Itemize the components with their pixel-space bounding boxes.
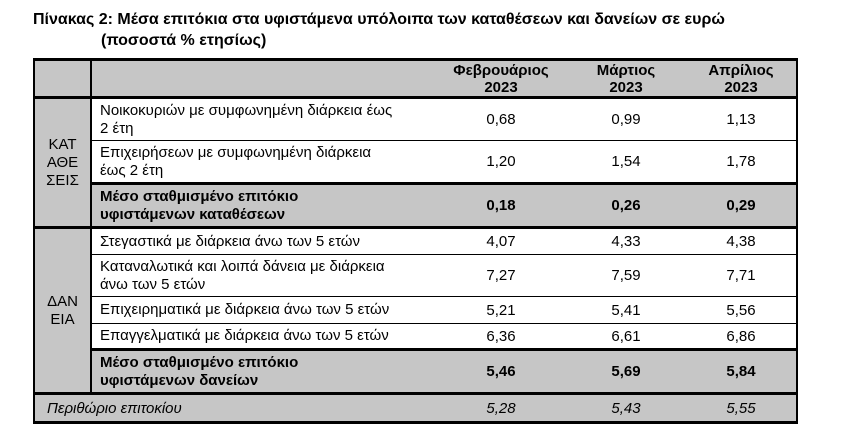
table-row-deposits-weighted-average: Μέσο σταθμισμένο επιτόκιο υφιστάμενων κα… [34, 182, 797, 228]
row-label: Επιχειρηματικά με διάρκεια άνω των 5 ετώ… [91, 296, 436, 324]
value-cell: 0,29 [686, 182, 797, 228]
value-cell: 4,07 [436, 226, 566, 255]
document-page: Πίνακας 2: Μέσα επιτόκια στα υφιστάμενα … [0, 9, 848, 441]
value-cell: 1,13 [686, 97, 797, 141]
value-cell: 5,84 [686, 348, 797, 394]
value-cell: 0,26 [566, 182, 686, 228]
row-label: Καταναλωτικά και λοιπά δάνεια με διάρκει… [91, 254, 436, 297]
header-row: Φεβρουάριος 2023 Μάρτιος 2023 Απρίλιος 2… [34, 59, 797, 99]
value-cell: 7,71 [686, 254, 797, 297]
value-cell: 5,69 [566, 348, 686, 394]
value-cell: 0,18 [436, 182, 566, 228]
value-cell: 0,99 [566, 97, 686, 141]
header-cell-empty-group [34, 59, 92, 99]
value-cell: 6,86 [686, 323, 797, 350]
value-cell: 1,54 [566, 140, 686, 184]
value-cell: 5,28 [436, 392, 566, 423]
row-label: Στεγαστικά με διάρκεια άνω των 5 ετών [91, 226, 436, 255]
row-group-label-deposits: ΚΑΤ ΑΘΕ ΣΕΙΣ [34, 97, 92, 228]
column-header-march-2023: Μάρτιος 2023 [566, 59, 686, 99]
value-cell: 5,56 [686, 296, 797, 324]
column-header-february-2023: Φεβρουάριος 2023 [436, 59, 566, 99]
row-label: Περιθώριο επιτοκίου [34, 392, 436, 423]
table-row-deposits-households: ΚΑΤ ΑΘΕ ΣΕΙΣ Νοικοκυριών με συμφωνημένη … [34, 97, 797, 228]
value-cell: 5,55 [686, 392, 797, 423]
value-cell: 6,36 [436, 323, 566, 350]
table-row-loans-business: Επιχειρηματικά με διάρκεια άνω των 5 ετώ… [34, 296, 797, 324]
value-cell: 1,20 [436, 140, 566, 184]
page: { "title": { "line1": "Πίνακας 2: Μέσα ε… [0, 9, 848, 441]
row-group-label-loans: ΔΑΝ ΕΙΑ [34, 226, 92, 394]
table-title-line2: (ποσοστά % ετησίως) [101, 32, 267, 49]
table-row-loans-consumer: Καταναλωτικά και λοιπά δάνεια με διάρκει… [34, 254, 797, 297]
value-cell: 5,46 [436, 348, 566, 394]
value-cell: 4,38 [686, 226, 797, 255]
table-row-loans-weighted-average: Μέσο σταθμισμένο επιτόκιο υφιστάμενων δα… [34, 348, 797, 394]
table-row-loans-professional: Επαγγελματικά με διάρκεια άνω των 5 ετών… [34, 323, 797, 350]
value-cell: 5,21 [436, 296, 566, 324]
table-title-line1: Πίνακας 2: Μέσα επιτόκια στα υφιστάμενα … [33, 11, 725, 28]
value-cell: 5,41 [566, 296, 686, 324]
header-cell-empty-label [91, 59, 436, 99]
value-cell: 0,68 [436, 97, 566, 141]
value-cell: 7,59 [566, 254, 686, 297]
row-label: Επιχειρήσεων με συμφωνημένη διάρκεια έως… [91, 140, 436, 184]
value-cell: 5,43 [566, 392, 686, 423]
interest-rates-table: Φεβρουάριος 2023 Μάρτιος 2023 Απρίλιος 2… [33, 58, 798, 424]
value-cell: 6,61 [566, 323, 686, 350]
row-label: Μέσο σταθμισμένο επιτόκιο υφιστάμενων κα… [91, 182, 436, 228]
table-row-deposits-businesses: Επιχειρήσεων με συμφωνημένη διάρκεια έως… [34, 140, 797, 184]
value-cell: 4,33 [566, 226, 686, 255]
row-label: Επαγγελματικά με διάρκεια άνω των 5 ετών [91, 323, 436, 350]
column-header-april-2023: Απρίλιος 2023 [686, 59, 797, 99]
value-cell: 1,78 [686, 140, 797, 184]
table-title: Πίνακας 2: Μέσα επιτόκια στα υφιστάμενα … [33, 9, 848, 51]
row-label: Νοικοκυριών με συμφωνημένη διάρκεια έως … [91, 97, 436, 141]
table-row-loans-housing: ΔΑΝ ΕΙΑ Στεγαστικά με διάρκεια άνω των 5… [34, 226, 797, 394]
row-label: Μέσο σταθμισμένο επιτόκιο υφιστάμενων δα… [91, 348, 436, 394]
value-cell: 7,27 [436, 254, 566, 297]
table-row-interest-rate-margin: Περιθώριο επιτοκίου 5,28 5,43 5,55 [34, 392, 797, 423]
